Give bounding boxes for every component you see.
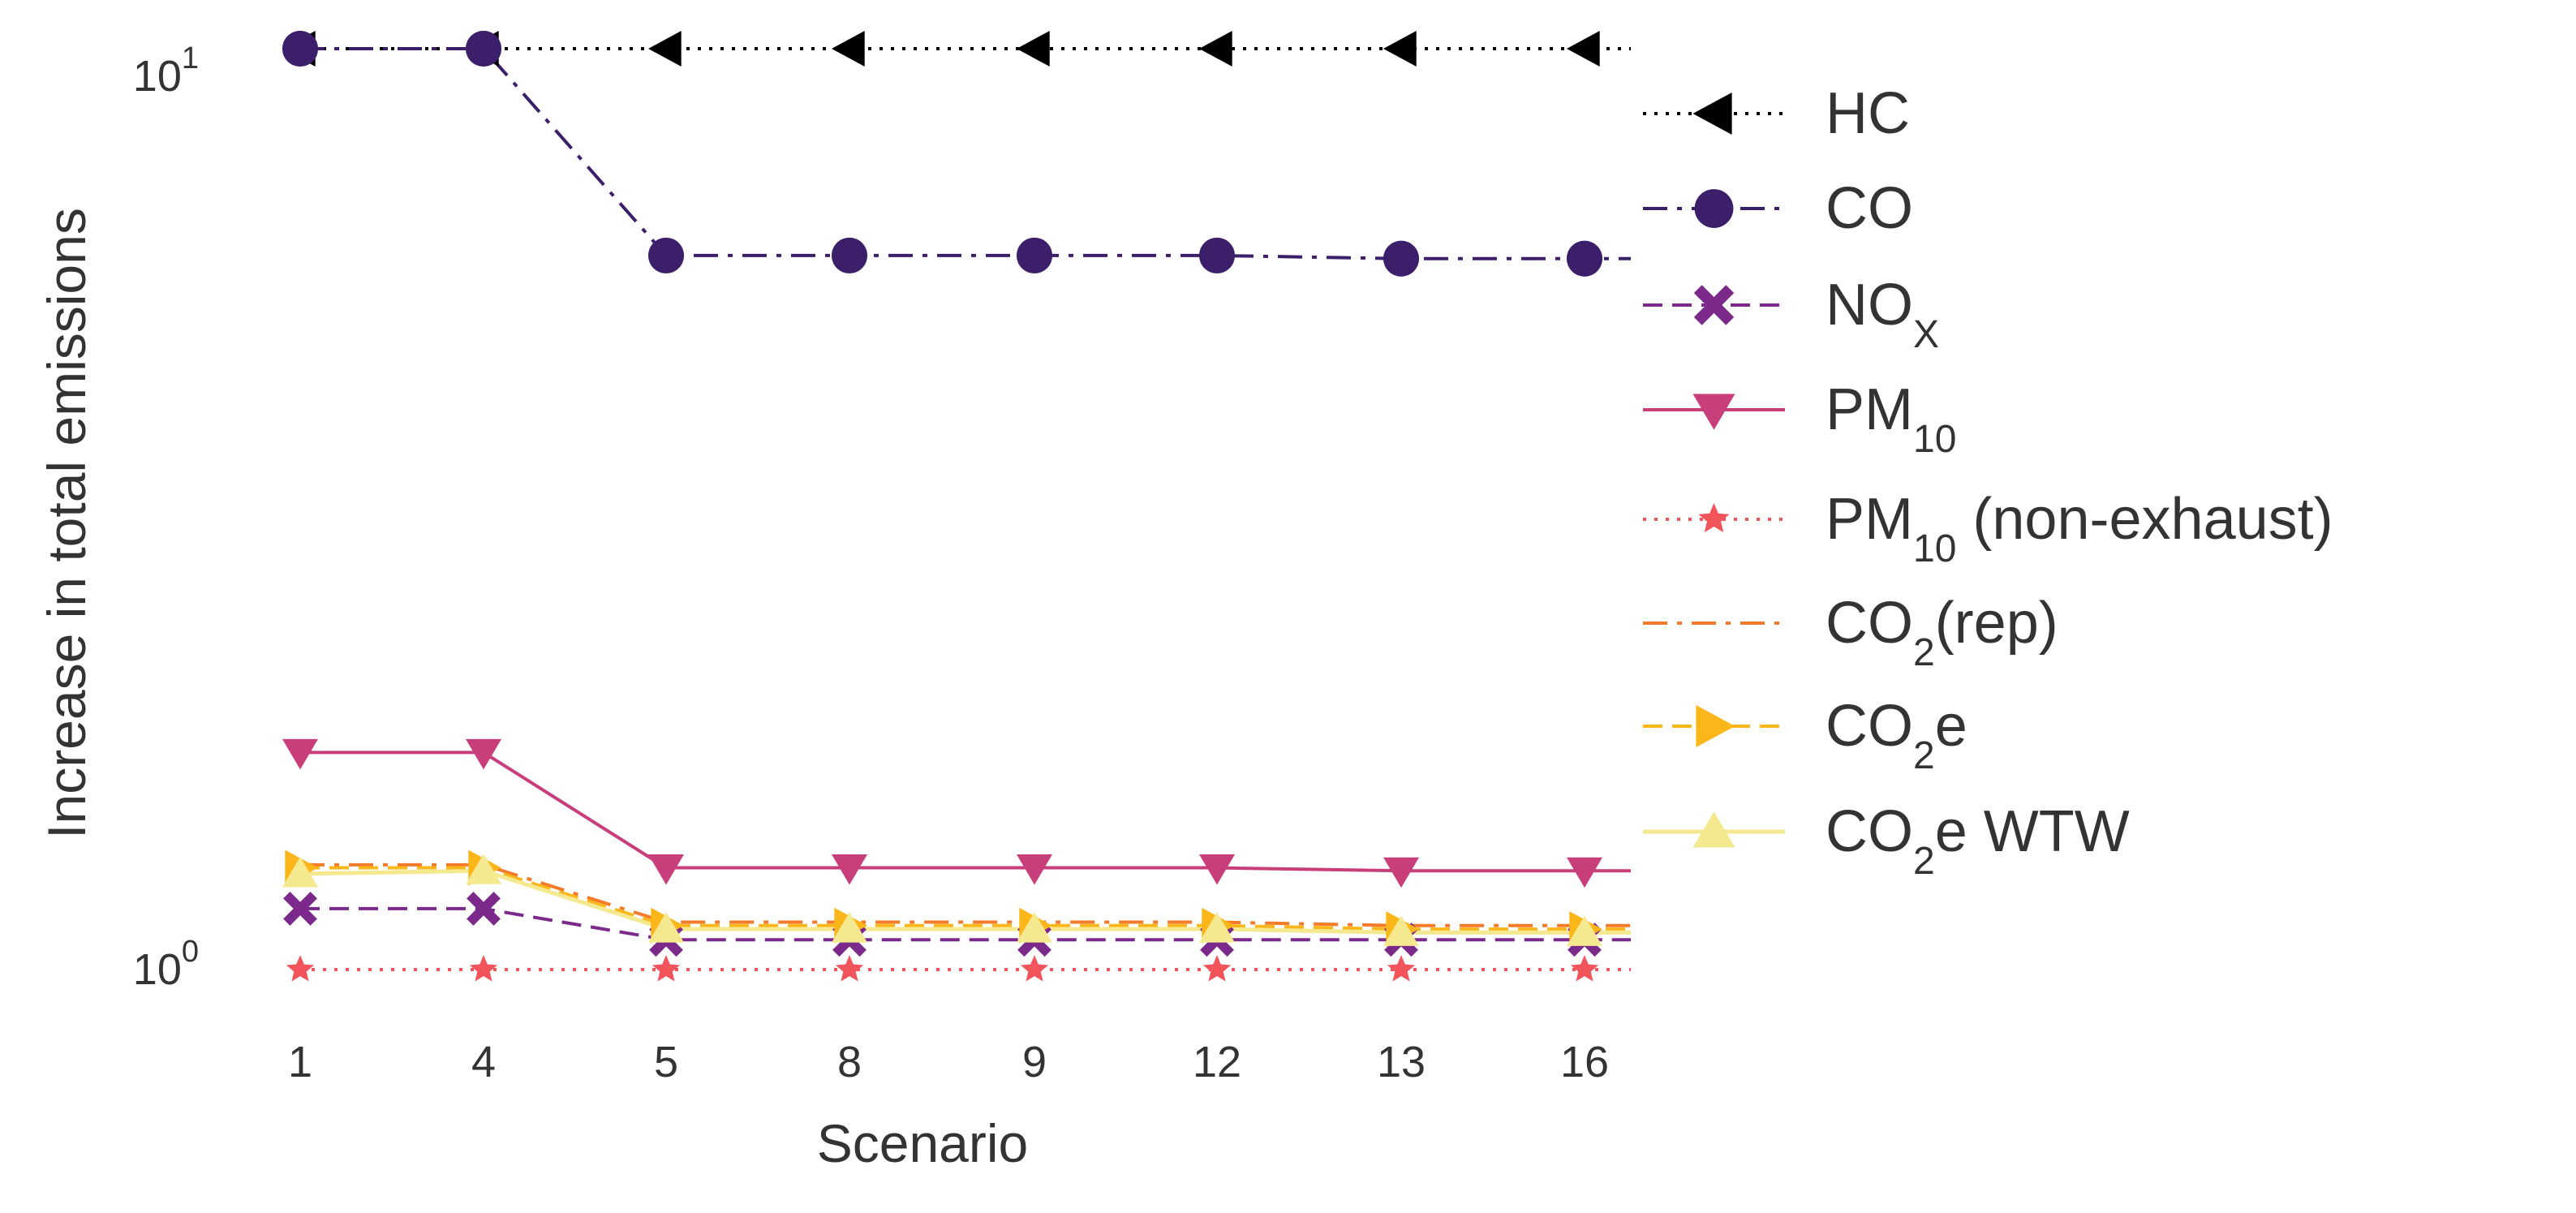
data-point-pm10-non-exhaust: [1387, 955, 1416, 982]
legend-item-co2e: CO2e: [1643, 694, 1967, 777]
legend-item-co: CO: [1643, 176, 1913, 241]
series-line-co: [300, 47, 1631, 260]
data-point-pm10: [1567, 857, 1602, 888]
y-tick-label: 100: [133, 935, 199, 994]
legend-item-co2e-wtw: CO2e WTW: [1643, 799, 2130, 883]
data-point-pm10: [1383, 857, 1419, 888]
data-point-co2e-wtw: [1017, 912, 1052, 943]
y-tick-label: 101: [133, 41, 199, 101]
x-axis-label: Scenario: [817, 1113, 1029, 1173]
legend-marker: [1698, 503, 1730, 533]
data-point-pm10: [648, 854, 684, 885]
legend-label: CO2e: [1826, 694, 1967, 777]
data-point-hc: [1383, 31, 1417, 67]
data-point-hc: [1199, 31, 1232, 67]
data-point-nox: [283, 892, 317, 926]
legend-label: NOX: [1826, 273, 1939, 356]
legend-label: PM10 (non-exhaust): [1826, 487, 2333, 570]
legend-item-nox: NOX: [1643, 273, 1939, 356]
legend-item-co2-rep: CO2(rep): [1643, 591, 2058, 674]
x-tick-label: 5: [654, 1038, 678, 1086]
data-point-pm10: [282, 738, 318, 770]
data-point-co: [1566, 240, 1603, 277]
x-tick-label: 4: [471, 1038, 496, 1086]
legend-label: CO2e WTW: [1826, 799, 2130, 883]
x-tick-label: 8: [837, 1038, 862, 1086]
series-lines: [299, 47, 1631, 971]
legend-label: CO2(rep): [1826, 591, 2058, 674]
legend-item-pm10-non-exhaust: PM10 (non-exhaust): [1643, 487, 2333, 570]
data-point-pm10-non-exhaust: [835, 955, 864, 982]
legend-marker: [1696, 705, 1735, 747]
legend: HC CO NOX PM10 PM10 (non-exhaust) CO2(rep) CO2…: [1643, 81, 2333, 883]
data-point-co2e-wtw: [282, 857, 318, 888]
data-point-co2e-wtw: [832, 912, 867, 943]
legend-label: HC: [1826, 81, 1910, 146]
data-point-co: [647, 237, 685, 274]
legend-marker: [1692, 92, 1732, 135]
x-tick-label: 9: [1022, 1038, 1047, 1086]
data-point-hc: [648, 31, 682, 67]
legend-label: PM10: [1826, 377, 1956, 461]
y-axis-label: Increase in total emissions: [37, 208, 97, 839]
x-tick-label: 1: [288, 1038, 312, 1086]
data-point-co: [465, 30, 502, 67]
data-point-co: [1383, 240, 1420, 277]
x-tick-labels: 1 4 5 8 9 12 13 16: [288, 1038, 1609, 1086]
data-point-co: [1198, 237, 1236, 274]
data-point-co2e-wtw: [1383, 915, 1419, 946]
legend-label: CO: [1826, 176, 1913, 241]
series-line-pm10: [300, 751, 1631, 873]
data-point-hc: [832, 31, 865, 67]
data-point-nox: [467, 892, 501, 926]
data-point-hc: [1017, 31, 1050, 67]
data-point-co: [831, 237, 868, 274]
data-point-pm10-non-exhaust: [286, 955, 315, 982]
data-point-hc: [1567, 31, 1600, 67]
data-point-co2e-wtw: [466, 854, 501, 884]
legend-marker: [1694, 189, 1734, 228]
data-point-co2e-wtw: [648, 912, 684, 943]
x-tick-label: 13: [1377, 1038, 1426, 1086]
data-point-co2e-wtw: [1199, 912, 1235, 943]
data-point-pm10-non-exhaust: [1202, 955, 1232, 982]
y-tick-labels: 100 101: [133, 41, 199, 994]
x-tick-label: 16: [1560, 1038, 1609, 1086]
legend-marker: [1692, 394, 1735, 430]
legend-marker: [1692, 811, 1735, 848]
legend-marker: [1693, 285, 1735, 325]
data-point-co: [282, 30, 319, 67]
data-point-pm10-non-exhaust: [469, 955, 498, 982]
series-markers: [282, 30, 1603, 982]
x-tick-label: 12: [1193, 1038, 1241, 1086]
data-point-co2e-wtw: [1567, 915, 1602, 946]
data-point-co: [1016, 237, 1053, 274]
data-point-pm10: [466, 738, 501, 770]
data-point-pm10-non-exhaust: [1570, 955, 1599, 982]
legend-item-pm10: PM10: [1643, 377, 1956, 461]
data-point-pm10: [832, 854, 867, 885]
legend-item-hc: HC: [1643, 81, 1910, 146]
data-point-pm10-non-exhaust: [1020, 955, 1049, 982]
series-line-co2e-wtw: [299, 868, 1631, 935]
data-point-pm10: [1017, 854, 1052, 885]
data-point-pm10: [1199, 854, 1235, 885]
data-point-pm10-non-exhaust: [652, 955, 681, 982]
